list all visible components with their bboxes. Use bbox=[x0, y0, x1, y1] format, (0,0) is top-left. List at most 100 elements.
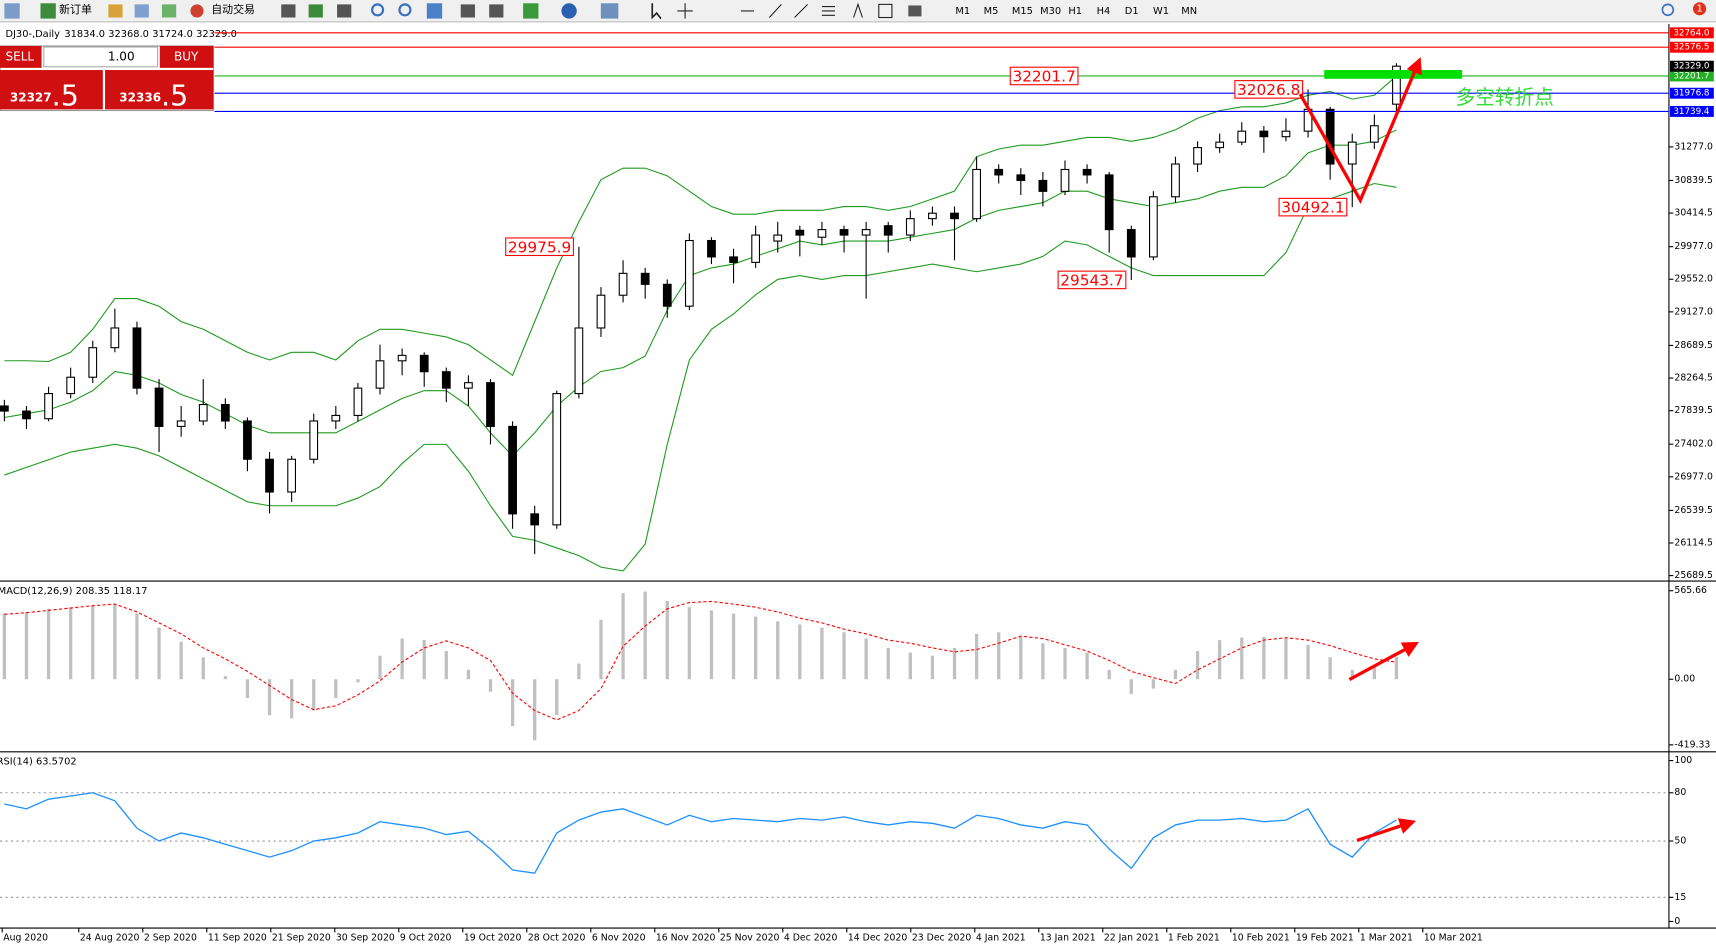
macd-histogram-bar bbox=[179, 641, 183, 680]
icon[interactable] bbox=[908, 5, 922, 17]
rsi-line bbox=[4, 792, 1397, 874]
price-annotation: 29543.7 bbox=[1057, 270, 1127, 290]
macd-histogram-bar bbox=[69, 607, 73, 680]
auto-trading-button[interactable]: 自动交易 bbox=[211, 2, 255, 16]
macd-histogram-bar bbox=[223, 676, 227, 680]
annotation-box bbox=[505, 237, 574, 257]
candle-body bbox=[243, 420, 252, 460]
time-label: 9 Oct 2020 bbox=[400, 932, 452, 943]
timeframe-button[interactable]: M15 bbox=[1012, 6, 1033, 17]
icon[interactable] bbox=[134, 4, 149, 18]
icon[interactable] bbox=[426, 3, 443, 19]
lot-value[interactable]: 1.00 bbox=[108, 49, 135, 63]
annotation-label: 29543.7 bbox=[1060, 271, 1123, 289]
notification-badge[interactable] bbox=[1693, 2, 1707, 16]
icon[interactable] bbox=[821, 6, 836, 16]
candle-body bbox=[0, 405, 9, 412]
icon[interactable] bbox=[489, 4, 504, 18]
buy-label[interactable]: BUY bbox=[174, 49, 199, 63]
icon[interactable] bbox=[108, 4, 123, 18]
timeframe-button[interactable]: M5 bbox=[984, 6, 999, 17]
buy-price-button[interactable] bbox=[105, 70, 214, 110]
buy-button[interactable] bbox=[159, 45, 214, 68]
macd-histogram-bar bbox=[245, 679, 250, 698]
time-label: 10 Mar 2021 bbox=[1424, 932, 1483, 943]
ask-fraction: .5 bbox=[161, 79, 188, 112]
candle-body bbox=[1215, 141, 1225, 149]
timeframe-button[interactable]: W1 bbox=[1153, 6, 1169, 17]
icon[interactable] bbox=[460, 4, 475, 18]
icon[interactable] bbox=[878, 3, 893, 19]
icon[interactable] bbox=[651, 3, 662, 20]
candle-body bbox=[1325, 108, 1335, 165]
macd-histogram-bar bbox=[488, 679, 493, 692]
icon[interactable] bbox=[370, 3, 385, 17]
y-tick-label: 565.66 bbox=[1674, 585, 1707, 596]
level-label-bg bbox=[1670, 41, 1714, 53]
icon[interactable] bbox=[768, 4, 782, 18]
notification-count: 1 bbox=[1696, 4, 1702, 15]
bollinger-upper bbox=[4, 75, 1397, 377]
macd-histogram-bar bbox=[665, 600, 669, 680]
icon[interactable] bbox=[337, 4, 352, 18]
rsi-arrow bbox=[1356, 818, 1416, 843]
time-label: 16 Nov 2020 bbox=[656, 932, 716, 943]
icon[interactable] bbox=[281, 4, 296, 18]
macd-histogram-bar bbox=[1372, 666, 1376, 680]
annotation-box bbox=[1057, 270, 1127, 290]
macd-histogram-bar bbox=[334, 679, 338, 698]
icon[interactable] bbox=[677, 3, 693, 19]
macd-histogram-bar bbox=[555, 679, 559, 716]
timeframe-button[interactable]: D1 bbox=[1125, 6, 1139, 17]
price-annotation: 32026.8 bbox=[1234, 80, 1304, 99]
y-tick-label: 26114.5 bbox=[1674, 537, 1713, 548]
macd-histogram-bar bbox=[444, 651, 448, 680]
new-order-button[interactable]: 新订单 bbox=[59, 2, 92, 16]
icon[interactable] bbox=[308, 4, 323, 18]
annotation-box bbox=[1009, 66, 1079, 86]
candle-body bbox=[486, 382, 495, 427]
bid-price[interactable]: 32327.5 bbox=[10, 79, 79, 112]
sell-label[interactable]: SELL bbox=[5, 49, 34, 63]
sell-button[interactable] bbox=[0, 45, 42, 68]
candle-body bbox=[883, 225, 893, 236]
time-label: 6 Nov 2020 bbox=[592, 932, 646, 943]
candle-body bbox=[66, 376, 76, 395]
level-label-bg bbox=[1670, 105, 1714, 117]
icon[interactable] bbox=[398, 3, 412, 17]
timeframe-button[interactable]: H4 bbox=[1097, 6, 1111, 17]
macd-arrow bbox=[1348, 641, 1420, 682]
macd-histogram-bar bbox=[201, 657, 205, 680]
icon[interactable] bbox=[40, 3, 56, 19]
icon[interactable] bbox=[853, 2, 863, 18]
search-icon[interactable] bbox=[1661, 3, 1675, 17]
icon[interactable] bbox=[190, 4, 204, 18]
macd-histogram-bar bbox=[1151, 679, 1156, 689]
sell-price-button[interactable] bbox=[0, 70, 103, 110]
level-label: 32201.7 bbox=[1673, 71, 1709, 81]
icon[interactable] bbox=[561, 3, 577, 19]
timeframe-button[interactable]: M1 bbox=[955, 6, 970, 17]
icon[interactable] bbox=[161, 4, 177, 18]
annotation-box bbox=[1278, 197, 1348, 217]
macd-histogram-bar bbox=[930, 655, 935, 680]
icon[interactable] bbox=[4, 3, 20, 19]
lot-input[interactable] bbox=[43, 46, 159, 68]
timeframe-button[interactable]: M30 bbox=[1040, 6, 1061, 17]
icon[interactable] bbox=[523, 3, 539, 19]
ask-price[interactable]: 32336.5 bbox=[119, 79, 188, 112]
timeframe-button[interactable]: MN bbox=[1181, 6, 1197, 17]
macd-histogram-bar bbox=[24, 611, 29, 680]
candle-body bbox=[265, 458, 274, 493]
candle-body bbox=[574, 327, 584, 395]
candle-body bbox=[640, 272, 650, 285]
candle-body bbox=[419, 354, 429, 373]
annotation-label: 29975.9 bbox=[508, 238, 571, 256]
level-label-bg bbox=[1670, 27, 1714, 39]
macd-histogram-bar bbox=[1262, 636, 1266, 680]
timeframe-button[interactable]: H1 bbox=[1068, 6, 1082, 17]
macd-histogram-bar bbox=[2, 613, 7, 680]
icon[interactable] bbox=[794, 3, 809, 18]
icon[interactable] bbox=[600, 3, 619, 19]
y-tick-label: 25689.5 bbox=[1674, 570, 1713, 581]
